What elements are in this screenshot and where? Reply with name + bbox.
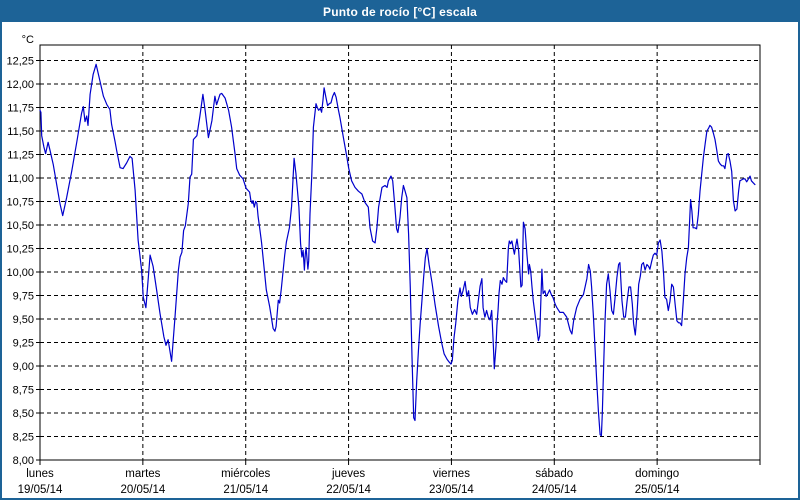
x-day-label: viernes [433, 468, 470, 480]
y-tick-label: 8,25 [13, 432, 34, 444]
title-bar: Punto de rocío [°C] escala [2, 2, 798, 22]
x-day-label: lunes [26, 468, 54, 480]
y-tick-label: 10,75 [6, 197, 34, 209]
y-tick-label: 10,00 [6, 267, 34, 279]
x-day-label: sábado [535, 468, 573, 480]
x-date-label: 19/05/14 [18, 484, 63, 496]
y-tick-label: 9,25 [13, 338, 34, 350]
x-day-label: domingo [635, 468, 679, 480]
y-tick-label: 10,25 [6, 244, 34, 256]
chart-title: Punto de rocío [°C] escala [322, 5, 478, 19]
y-tick-label: 9,75 [13, 291, 34, 303]
y-tick-label: 12,25 [6, 56, 34, 68]
x-date-label: 20/05/14 [120, 484, 165, 496]
x-day-label: jueves [331, 468, 365, 480]
dewpoint-polyline [39, 63, 756, 437]
y-tick-label: 8,75 [13, 385, 34, 397]
x-date-label: 23/05/14 [429, 484, 474, 496]
y-tick-label: 11,75 [7, 103, 34, 115]
y-tick-label: 8,00 [13, 455, 34, 467]
y-tick-label: 10,50 [6, 220, 34, 232]
y-tick-label: 11,50 [7, 126, 34, 138]
x-date-label: 22/05/14 [326, 484, 371, 496]
y-tick-label: 9,50 [13, 314, 34, 326]
y-tick-label: 9,00 [13, 361, 34, 373]
x-date-label: 21/05/14 [223, 484, 268, 496]
y-tick-label: 11,25 [7, 150, 34, 162]
x-day-label: miércoles [221, 468, 270, 480]
y-tick-label: 12,00 [6, 79, 34, 91]
y-tick-label: 8,50 [13, 408, 34, 420]
x-date-label: 25/05/14 [635, 484, 680, 496]
x-date-label: 24/05/14 [532, 484, 577, 496]
y-axis-unit-label: °C [22, 34, 34, 46]
x-day-label: martes [125, 468, 160, 480]
y-tick-label: 11,00 [7, 173, 34, 185]
axis-frame [39, 44, 761, 461]
